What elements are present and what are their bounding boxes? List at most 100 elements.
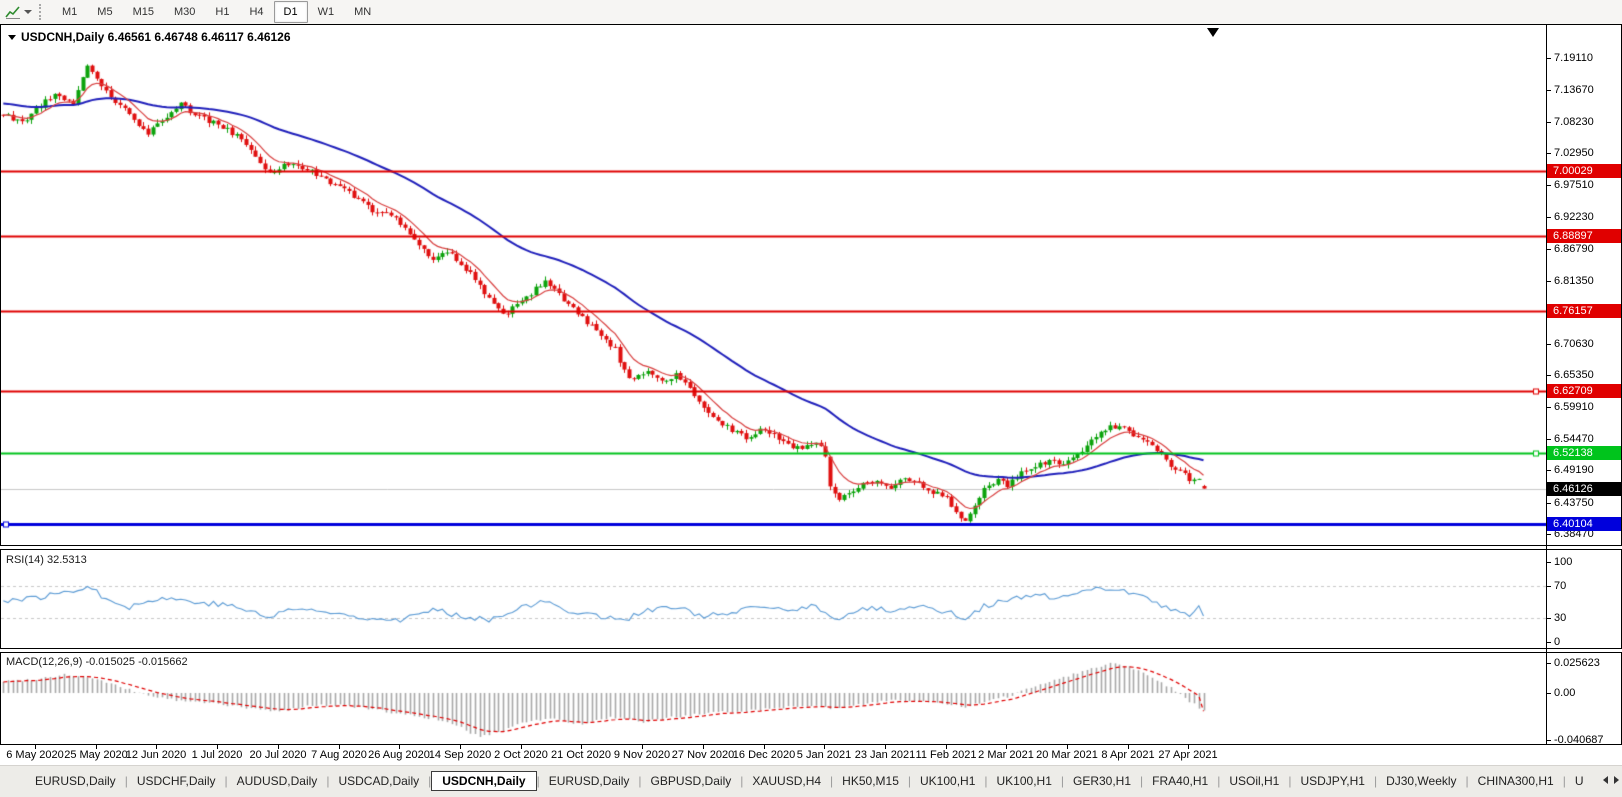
tab-separator: | [124, 774, 128, 788]
date-tick-mark [96, 745, 97, 749]
macd-pane [0, 652, 1622, 745]
axis-tick-mark [1547, 57, 1551, 59]
axis-tick-mark [1547, 502, 1551, 504]
tab-scroll-right-icon[interactable] [1614, 776, 1619, 784]
price-level-badge: 6.46126 [1547, 481, 1621, 496]
price-level-badge: 6.88897 [1547, 229, 1621, 244]
candlestick-chart-canvas[interactable] [1, 25, 1546, 543]
date-tick-label: 9 Nov 2020 [613, 749, 671, 761]
date-tick-mark [642, 745, 643, 749]
price-tick-label: 6.70630 [1554, 338, 1594, 350]
chart-tab-china300-h1[interactable]: CHINA300,H1 [1477, 774, 1554, 788]
chart-tab-eurusd-daily[interactable]: EURUSD,Daily [35, 774, 116, 788]
tab-separator: | [1562, 774, 1566, 788]
chart-tab-uk100-h1[interactable]: UK100,H1 [920, 774, 976, 788]
toolbar-grip[interactable] [39, 4, 46, 20]
chart-tab-ger30-h1[interactable]: GER30,H1 [1073, 774, 1132, 788]
timeframe-button-h4[interactable]: H4 [249, 6, 264, 18]
tab-separator: | [1140, 774, 1144, 788]
chart-tab-usdchf-daily[interactable]: USDCHF,Daily [136, 774, 216, 788]
axis-tick-mark [1547, 216, 1551, 218]
axis-tick-mark [1547, 693, 1551, 694]
axis-tick-mark [1547, 740, 1551, 742]
chart-tab-usdcnh-daily[interactable]: USDCNH,Daily [431, 771, 537, 791]
chart-tab-hk50-m15[interactable]: HK50,M15 [842, 774, 899, 788]
chart-tab-gbpusd-daily[interactable]: GBPUSD,Daily [650, 774, 732, 788]
chart-tab-audusd-daily[interactable]: AUDUSD,Daily [236, 774, 318, 788]
date-tick-mark [824, 745, 825, 749]
chart-shift-marker-icon[interactable] [1207, 28, 1219, 37]
chart-tab-xauusd-h4[interactable]: XAUUSD,H4 [752, 774, 822, 788]
timeframe-button-d1[interactable]: D1 [273, 1, 308, 23]
price-level-badge: 7.00029 [1547, 163, 1621, 178]
price-tick-label: 0 [1554, 636, 1561, 648]
date-tick-mark [764, 745, 765, 749]
timeframe-button-m1[interactable]: M1 [62, 6, 78, 18]
date-tick-label: 6 May 2020 [6, 749, 64, 761]
price-axis[interactable]: 7.19110 7.13670 7.08230 7.02950 6.97510 6.922… [1547, 24, 1622, 746]
timeframe-button-m5[interactable]: M5 [97, 6, 113, 18]
line-chart-icon [5, 6, 20, 19]
price-axis-separator [1546, 24, 1547, 745]
date-axis[interactable]: 6 May 2020 25 May 2020 12 Jun 2020 1 Jul 20… [0, 745, 1622, 765]
tab-scroll-left-icon[interactable] [1603, 776, 1608, 784]
price-tick-label: 6.59910 [1554, 401, 1594, 414]
chart-tab-usoil-h1[interactable]: USOil,H1 [1229, 774, 1280, 788]
tab-separator: | [1373, 774, 1378, 788]
date-tick-label: 8 Apr 2021 [1101, 749, 1155, 761]
rsi-indicator-canvas[interactable] [1, 550, 1546, 646]
chart-tab-u[interactable]: U [1574, 774, 1584, 788]
axis-tick-mark [1547, 470, 1551, 472]
date-tick-label: 27 Apr 2021 [1158, 749, 1218, 761]
chart-tab-dj30-weekly[interactable]: DJ30,Weekly [1386, 774, 1457, 788]
tab-separator: | [638, 774, 642, 788]
axis-tick-mark [1547, 642, 1551, 643]
date-tick-mark [521, 745, 522, 749]
chart-tab-eurusd-daily[interactable]: EURUSD,Daily [548, 774, 630, 788]
date-tick-label: 20 Mar 2021 [1036, 749, 1098, 761]
price-tick-label: 6.97510 [1554, 179, 1594, 192]
timeframe-button-w1[interactable]: W1 [317, 6, 335, 18]
chart-tab-usdcad-daily[interactable]: USDCAD,Daily [338, 774, 420, 788]
chart-title: USDCNH,Daily 6.46561 6.46748 6.46117 6.4… [8, 30, 291, 44]
main-chart-pane [0, 24, 1622, 546]
tab-separator: | [428, 774, 432, 788]
date-tick-label: 26 Aug 2020 [368, 749, 430, 761]
axis-tick-mark [1547, 375, 1551, 377]
tab-separator: | [1465, 774, 1469, 788]
chart-tab-fra40-h1[interactable]: FRA40,H1 [1152, 774, 1209, 788]
chart-tab-bar: EURUSD,Daily | USDCHF,Daily | AUDUSD,Daily | U… [0, 765, 1622, 797]
price-tick-label: 6.86790 [1554, 242, 1594, 255]
chart-tab-usdjpy-h1[interactable]: USDJPY,H1 [1300, 774, 1365, 788]
axis-tick-mark [1547, 663, 1551, 665]
price-tick-label: 6.81350 [1554, 274, 1594, 287]
date-tick-label: 2 Mar 2021 [978, 749, 1034, 761]
price-level-badge: 6.40104 [1547, 517, 1621, 532]
date-tick-label: 25 May 2020 [64, 749, 128, 761]
date-tick-label: 16 Dec 2020 [732, 749, 796, 761]
date-tick-mark [946, 745, 947, 749]
axis-tick-mark [1547, 618, 1551, 619]
rsi-label: RSI(14) 32.5313 [6, 554, 87, 566]
axis-tick-mark [1547, 280, 1551, 282]
timeframe-button-mn[interactable]: MN [354, 6, 372, 18]
date-tick-mark [885, 745, 886, 749]
timeframe-button-h1[interactable]: H1 [215, 6, 230, 18]
timeframe-button-m30[interactable]: M30 [173, 6, 196, 18]
price-tick-label: 6.49190 [1554, 464, 1594, 477]
date-tick-mark [1188, 745, 1189, 749]
macd-indicator-canvas[interactable] [1, 653, 1546, 742]
axis-tick-mark [1547, 185, 1551, 187]
chart-tools-icon[interactable] [2, 2, 35, 22]
price-tick-label: 6.65350 [1554, 369, 1594, 382]
axis-tick-mark [1547, 407, 1551, 409]
date-tick-label: 7 Aug 2020 [311, 749, 367, 761]
date-tick-mark [581, 745, 582, 749]
price-tick-label: 0.025623 [1554, 657, 1600, 670]
chart-tab-uk100-h1[interactable]: UK100,H1 [996, 774, 1052, 788]
timeframe-button-m15[interactable]: M15 [132, 6, 154, 18]
tab-separator: | [740, 774, 744, 788]
collapse-triangle-icon[interactable] [8, 34, 16, 40]
date-tick-mark [703, 745, 704, 749]
